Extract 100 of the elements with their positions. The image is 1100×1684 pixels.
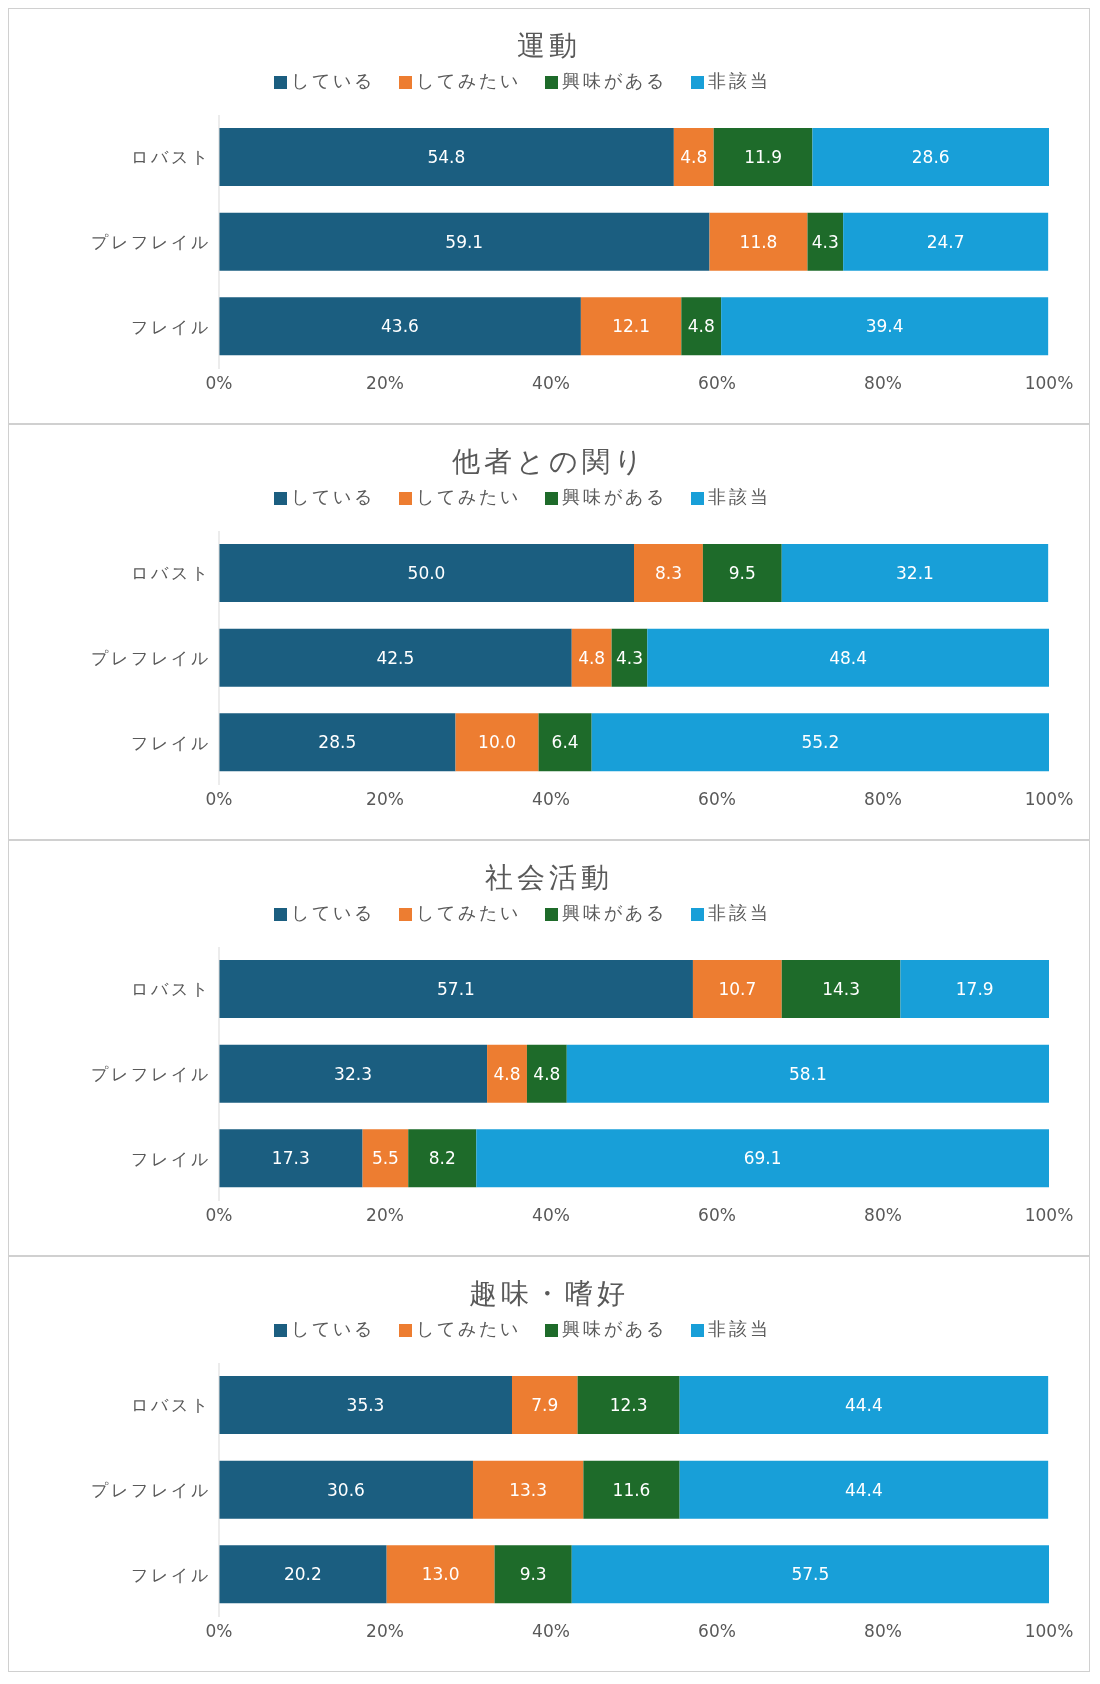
y-tick-label: フレイル — [131, 732, 211, 753]
data-label: 11.6 — [612, 1479, 651, 1500]
data-label: 28.6 — [911, 147, 950, 168]
data-label: 24.7 — [926, 231, 965, 252]
data-label: 58.1 — [788, 1063, 827, 1084]
data-label: 4.8 — [687, 316, 715, 337]
bar — [219, 1545, 387, 1604]
bar — [580, 297, 682, 356]
y-tick-label: ロバスト — [131, 563, 211, 584]
data-label: 57.1 — [437, 979, 475, 1000]
legend-label: してみたい — [415, 1318, 521, 1339]
data-label: 6.4 — [551, 732, 579, 753]
data-label: 13.0 — [421, 1564, 460, 1585]
data-label: 5.5 — [371, 1148, 399, 1169]
x-tick-label: 40% — [532, 1205, 570, 1226]
x-tick-label: 80% — [864, 373, 902, 394]
legend-label: 非該当 — [707, 1318, 771, 1339]
data-label: 43.6 — [381, 316, 419, 337]
data-label: 44.4 — [844, 1479, 883, 1500]
bar — [647, 628, 1049, 687]
data-label: 10.0 — [478, 732, 516, 753]
bar — [219, 1460, 473, 1519]
x-tick-label: 40% — [532, 373, 570, 394]
bar — [843, 212, 1049, 271]
bar — [219, 212, 710, 271]
data-label: 30.6 — [327, 1479, 365, 1500]
data-label: 7.9 — [531, 1395, 559, 1416]
data-label: 57.5 — [791, 1564, 830, 1585]
data-label: 35.3 — [346, 1395, 385, 1416]
x-tick-label: 100% — [1024, 373, 1074, 394]
bar — [476, 1129, 1049, 1188]
y-tick-label: フレイル — [131, 1148, 211, 1169]
legend-label: している — [290, 1318, 375, 1339]
x-tick-label: 20% — [366, 373, 404, 394]
data-label: 54.8 — [427, 147, 466, 168]
data-label: 44.4 — [844, 1395, 883, 1416]
bar — [455, 713, 539, 772]
x-tick-label: 0% — [205, 1621, 233, 1642]
bar — [702, 544, 782, 602]
legend-label: してみたい — [415, 902, 521, 923]
data-label: 11.9 — [744, 147, 782, 168]
data-label: 4.8 — [680, 147, 708, 168]
chart-title: 社会活動 — [484, 860, 614, 896]
x-tick-label: 60% — [698, 1621, 736, 1642]
data-label: 32.1 — [896, 563, 934, 584]
bar — [494, 1545, 572, 1604]
bar — [219, 960, 693, 1018]
legend-label: している — [290, 486, 375, 507]
data-label: 8.3 — [654, 563, 682, 584]
bar — [219, 1129, 363, 1188]
bar — [781, 960, 901, 1018]
legend-label: 興味がある — [561, 902, 667, 923]
y-tick-label: ロバスト — [131, 979, 211, 1000]
bar — [219, 1376, 512, 1434]
legend-label: 興味がある — [561, 1318, 667, 1339]
bar — [386, 1545, 495, 1604]
legend-label: 非該当 — [707, 486, 771, 507]
chart-title: 他者との関り — [450, 444, 648, 480]
data-label: 9.3 — [519, 1564, 547, 1585]
data-label: 32.3 — [334, 1063, 372, 1084]
bar — [219, 128, 674, 186]
legend-label: 興味がある — [561, 486, 667, 507]
data-label: 48.4 — [829, 647, 868, 668]
bar — [526, 1044, 567, 1103]
bar — [679, 1460, 1049, 1519]
y-tick-label: プレフレイル — [91, 232, 211, 253]
x-tick-label: 0% — [205, 1205, 233, 1226]
y-tick-label: ロバスト — [131, 147, 211, 168]
data-label: 14.3 — [822, 979, 861, 1000]
bar — [583, 1460, 680, 1519]
data-label: 9.5 — [728, 563, 756, 584]
bar — [713, 128, 813, 186]
y-tick-label: プレフレイル — [91, 1064, 211, 1085]
x-tick-label: 60% — [698, 373, 736, 394]
data-label: 11.8 — [739, 231, 778, 252]
legend-label: してみたい — [415, 486, 521, 507]
data-label: 39.4 — [865, 316, 904, 337]
legend-label: している — [290, 902, 375, 923]
data-label: 42.5 — [376, 647, 415, 668]
legend-label: してみたい — [415, 70, 521, 91]
x-tick-label: 20% — [366, 1621, 404, 1642]
bar — [219, 713, 456, 772]
legend-label: 興味がある — [561, 70, 667, 91]
bar — [673, 128, 714, 186]
bar — [487, 1044, 527, 1103]
data-label: 10.7 — [718, 979, 757, 1000]
data-label: 8.2 — [428, 1148, 456, 1169]
data-label: 13.3 — [509, 1479, 548, 1500]
bar — [681, 297, 722, 356]
bar — [566, 1044, 1049, 1103]
x-tick-label: 100% — [1024, 1205, 1074, 1226]
x-tick-label: 80% — [864, 1205, 902, 1226]
data-label: 12.1 — [612, 316, 651, 337]
x-tick-label: 20% — [366, 1205, 404, 1226]
bar — [807, 212, 844, 271]
data-label: 59.1 — [445, 231, 484, 252]
bar — [219, 297, 581, 356]
bar — [721, 297, 1049, 356]
x-tick-label: 0% — [205, 789, 233, 810]
data-label: 17.3 — [271, 1148, 310, 1169]
